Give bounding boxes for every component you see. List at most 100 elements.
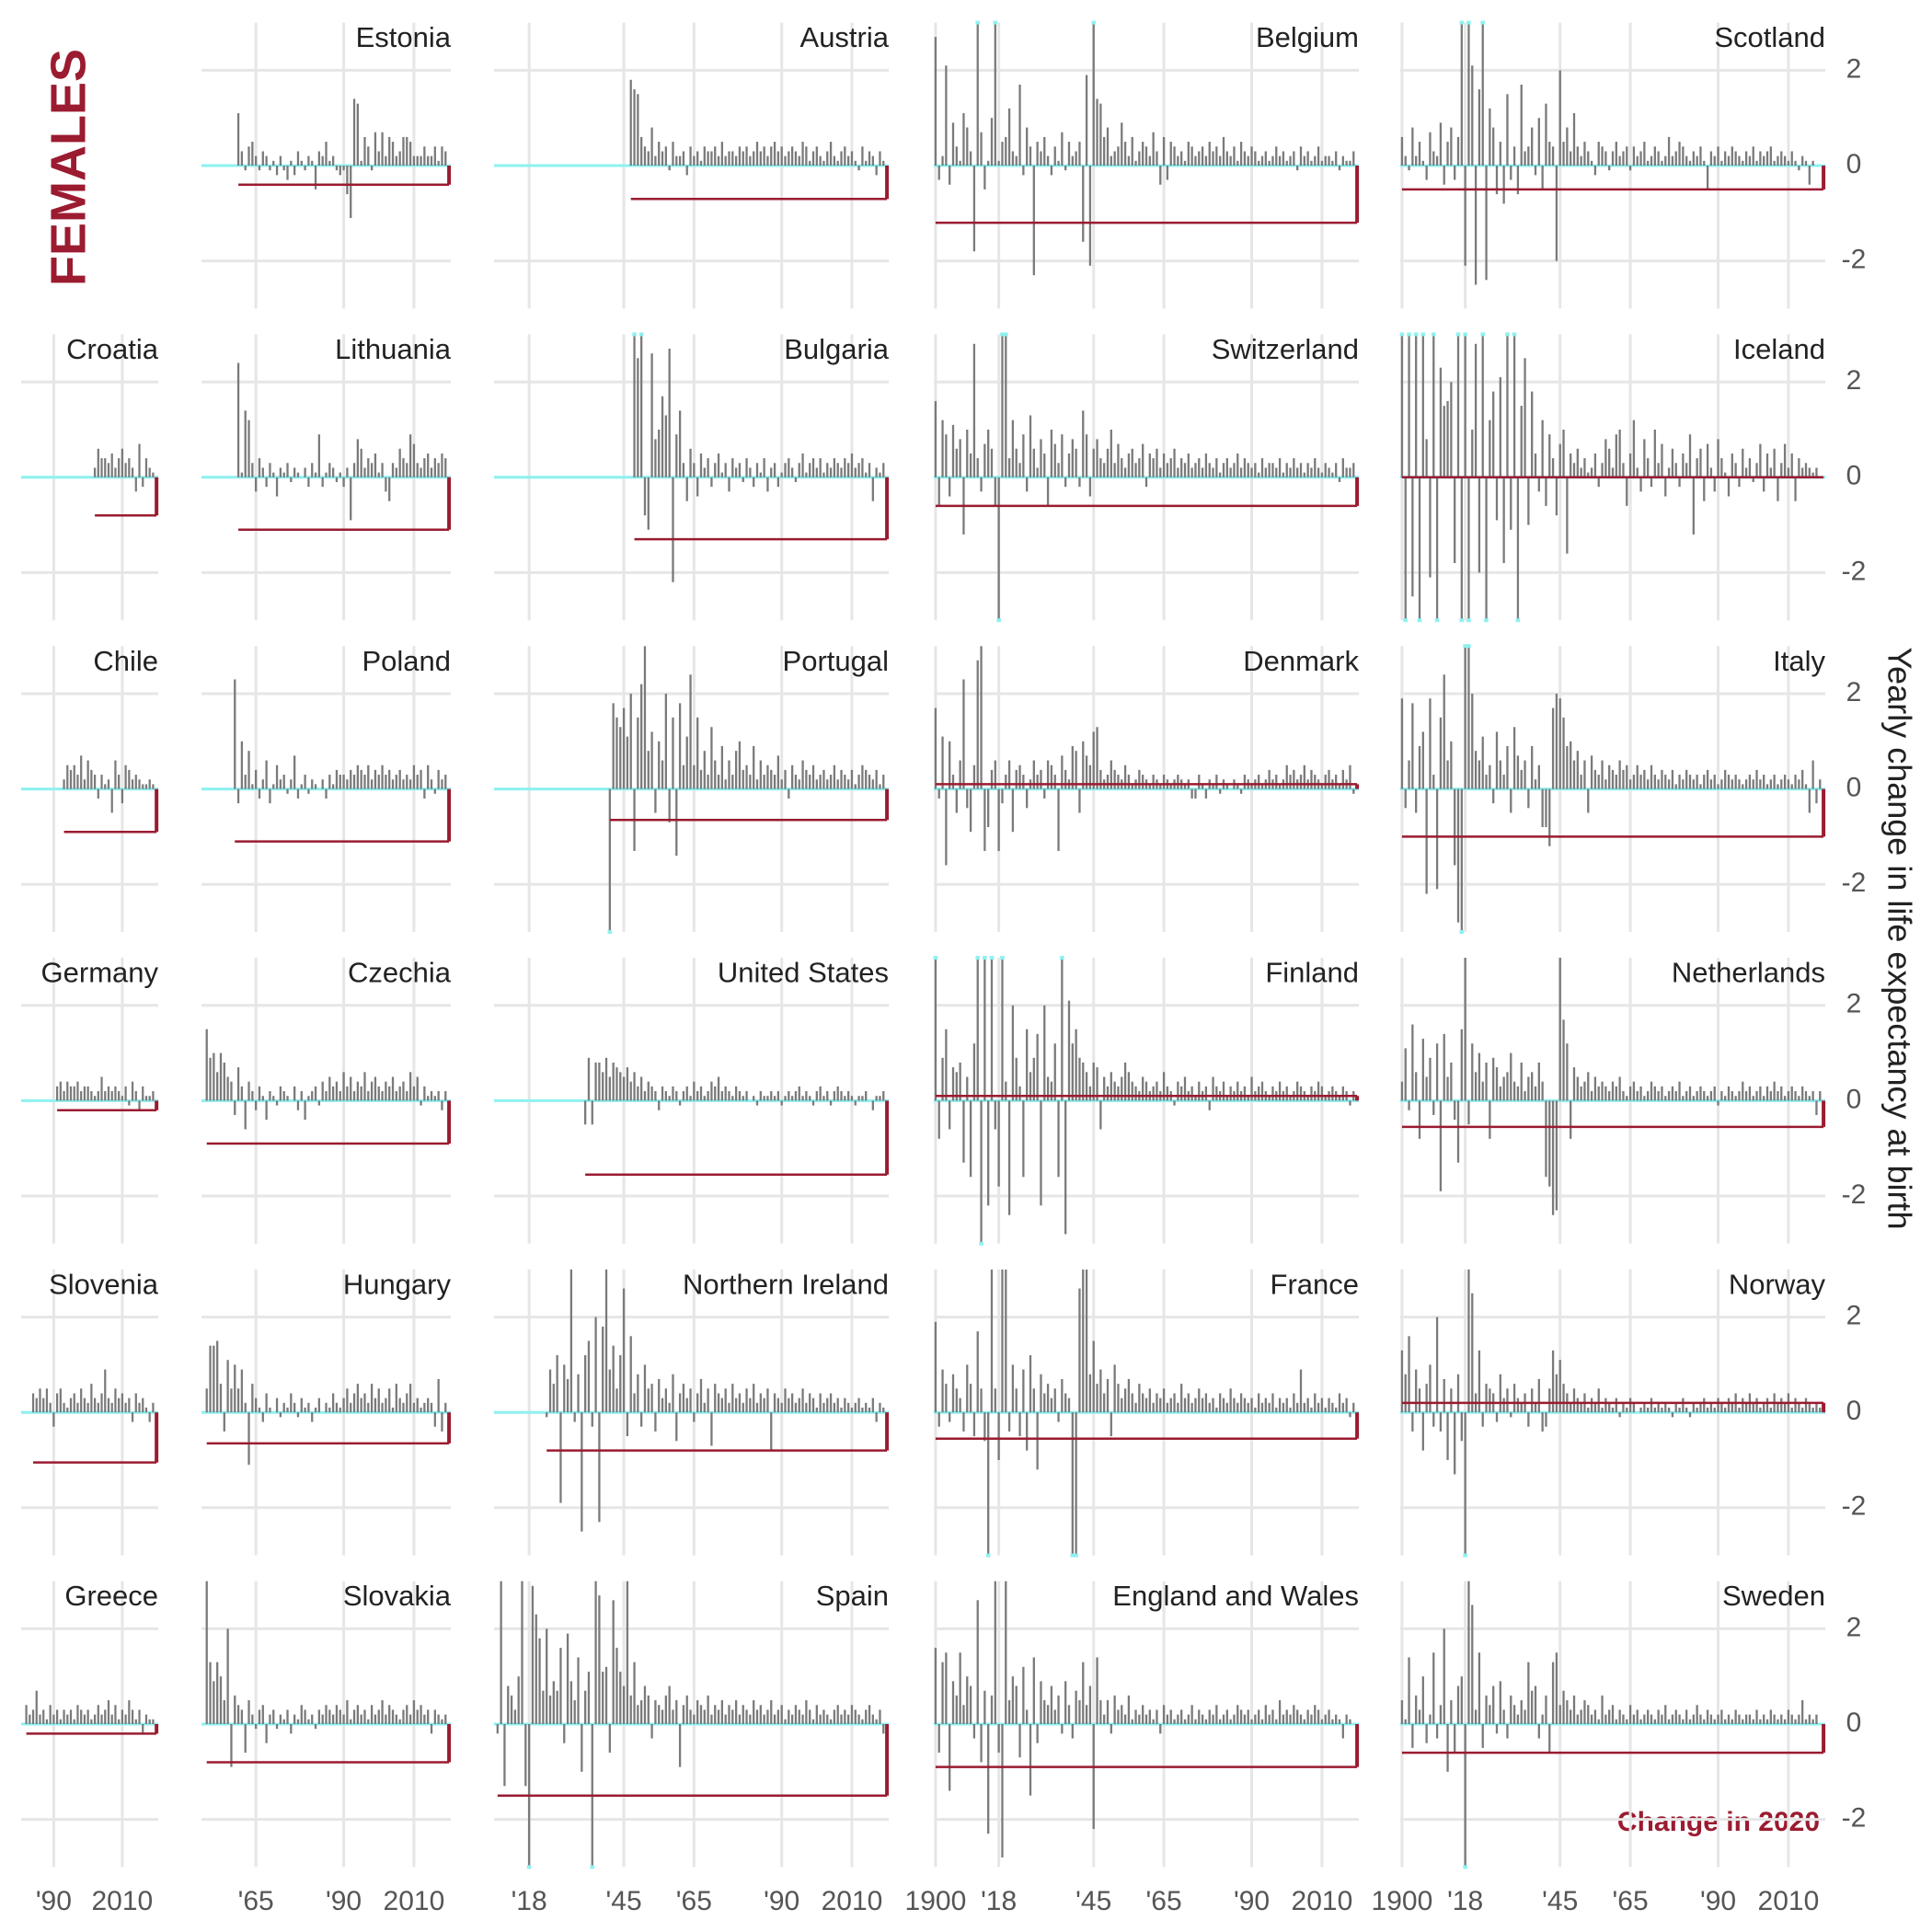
bar: [1706, 1408, 1709, 1413]
bar: [430, 1724, 433, 1734]
bar: [265, 155, 268, 166]
bar: [339, 472, 341, 477]
bar: [1618, 155, 1621, 166]
bar: [780, 1402, 783, 1413]
bar: [809, 775, 811, 789]
bar: [1429, 1364, 1432, 1413]
bar: [1110, 1072, 1112, 1101]
panel-title: Chile: [93, 645, 158, 677]
bar: [675, 788, 678, 857]
bar: [360, 1086, 362, 1101]
bar: [801, 1714, 804, 1724]
bar: [1439, 122, 1443, 166]
bar: [826, 463, 829, 477]
bar: [1601, 1081, 1604, 1101]
bar: [412, 443, 416, 477]
bar: [1541, 1714, 1544, 1724]
bar: [637, 1374, 639, 1413]
bar: [707, 775, 709, 789]
bar: [1131, 1081, 1133, 1101]
bar: [1204, 1393, 1208, 1413]
bar: [1555, 166, 1558, 261]
bar: [615, 1388, 618, 1413]
bar: [1456, 136, 1460, 166]
bar: [59, 1388, 62, 1413]
bar: [402, 1402, 405, 1413]
bar: [1099, 1369, 1102, 1413]
bar: [1548, 434, 1551, 477]
bar: [822, 1096, 825, 1101]
bar: [1780, 1397, 1783, 1413]
bar: [1131, 448, 1133, 477]
bar: [1215, 1408, 1218, 1413]
bar: [1499, 377, 1501, 477]
panel: Slovenia: [21, 1268, 159, 1556]
bar: [269, 1408, 271, 1413]
bar: [819, 458, 822, 477]
bar: [360, 1714, 362, 1724]
bar: [300, 1091, 303, 1101]
bar: [1078, 142, 1081, 166]
bar: [1299, 463, 1303, 477]
bar: [1548, 788, 1551, 846]
bar: [1454, 1100, 1456, 1121]
bar: [325, 1705, 328, 1724]
bar: [1099, 1700, 1102, 1724]
bar: [1808, 166, 1811, 185]
bar: [763, 1096, 765, 1101]
bar: [654, 155, 657, 166]
bar: [1643, 142, 1646, 166]
bar: [798, 1709, 800, 1724]
bar: [1040, 439, 1042, 477]
bar: [517, 1676, 520, 1724]
bar: [1601, 463, 1604, 477]
bar: [370, 166, 374, 171]
bar: [1183, 1397, 1187, 1413]
bar: [346, 1700, 349, 1724]
bar: [763, 146, 765, 166]
bar: [66, 765, 69, 789]
bar: [1527, 1662, 1530, 1724]
bar: [955, 1388, 958, 1413]
bar: [1408, 166, 1410, 171]
bar: [949, 1100, 951, 1130]
bar: [581, 1412, 583, 1532]
bar: [1110, 155, 1112, 166]
bar: [1156, 1081, 1158, 1101]
bar: [1299, 1369, 1303, 1413]
bar: [1709, 1714, 1713, 1724]
bar: [1278, 1081, 1282, 1101]
bar: [328, 160, 331, 166]
bar: [1752, 1096, 1754, 1101]
bar: [1454, 788, 1456, 866]
panel-title: Greece: [64, 1580, 158, 1612]
bar: [742, 477, 744, 482]
bar: [444, 1091, 447, 1101]
bar: [1622, 463, 1625, 477]
bar: [1236, 1081, 1239, 1101]
bar: [1755, 1709, 1758, 1724]
bar: [391, 1076, 395, 1101]
bar: [300, 160, 303, 166]
bar: [780, 146, 783, 166]
bar: [1258, 775, 1260, 789]
bar: [1485, 1384, 1488, 1413]
bar: [1152, 458, 1155, 477]
bar: [738, 463, 742, 477]
bar: [272, 784, 275, 789]
bar: [850, 1705, 854, 1724]
bar: [1703, 477, 1706, 501]
bar: [293, 467, 296, 477]
bar: [1815, 1714, 1818, 1724]
bar: [1148, 155, 1151, 166]
bar: [1780, 779, 1783, 789]
bar: [1674, 151, 1677, 166]
bar: [1456, 1100, 1460, 1163]
bar: [847, 1714, 850, 1724]
bar: [1103, 1714, 1106, 1724]
bar: [1593, 1076, 1597, 1101]
bar: [1067, 1397, 1071, 1413]
bar: [836, 463, 839, 477]
bar: [1289, 1408, 1292, 1413]
